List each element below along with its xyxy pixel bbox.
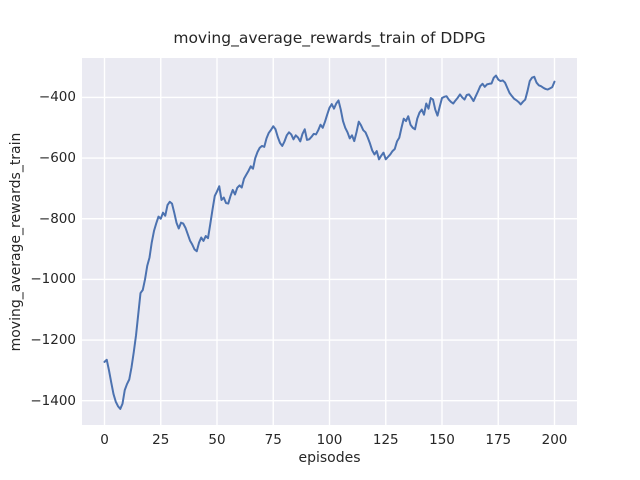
y-tick-label: −400 [38, 89, 76, 106]
y-tick-label: −800 [38, 210, 76, 227]
x-tick-label: 75 [264, 432, 282, 448]
chart-title: moving_average_rewards_train of DDPG [173, 29, 486, 47]
reward-line-series [103, 74, 556, 410]
x-tick-label: 25 [152, 432, 170, 448]
y-axis-label: moving_average_rewards_train [8, 132, 24, 352]
x-tick-label: 150 [429, 432, 455, 448]
x-tick-label: 0 [100, 432, 109, 448]
y-tick-label: −1000 [30, 271, 76, 288]
y-tick-label: −1400 [30, 392, 76, 409]
x-tick-label: 50 [208, 432, 226, 448]
x-tick-label: 200 [541, 432, 568, 448]
y-tick-label: −600 [38, 150, 76, 167]
y-tick-label: −1200 [30, 332, 76, 349]
x-tick-label: 100 [316, 432, 343, 448]
x-tick-label: 175 [485, 432, 512, 448]
x-tick-label: 125 [372, 432, 399, 448]
x-axis-label: episodes [298, 450, 361, 466]
